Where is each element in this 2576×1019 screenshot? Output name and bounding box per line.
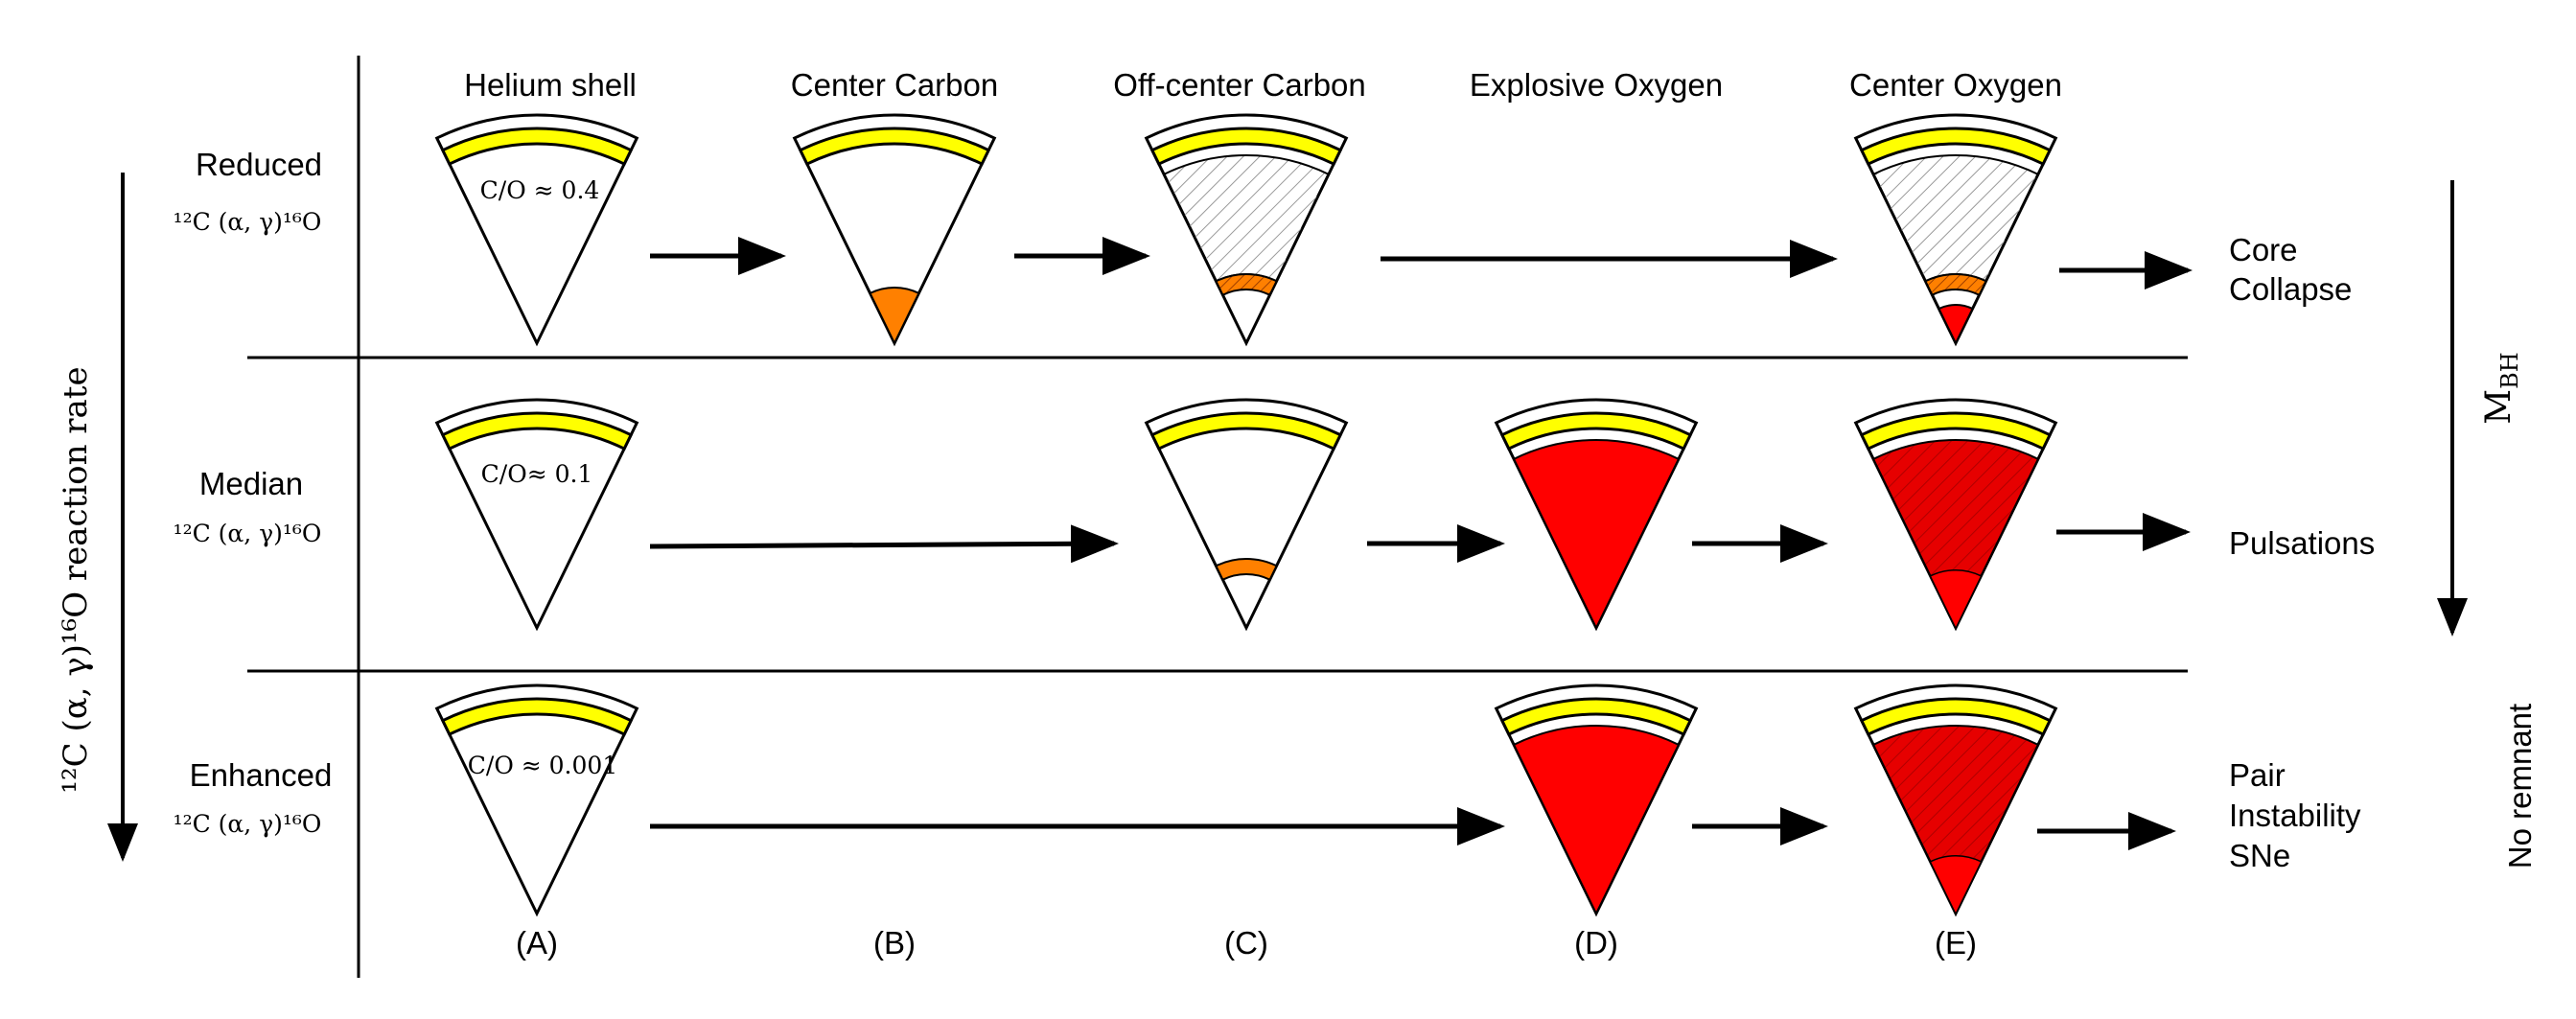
outcome-core-collapse-1: Core [2229, 232, 2298, 267]
ratio-median: C/O≈ 0.1 [481, 460, 593, 488]
outcome-pair: Pair [2229, 757, 2286, 793]
column-header-offcenter-carbon: Off-center Carbon [1113, 67, 1366, 103]
wedge-r2-c-carbon-shell [1215, 558, 1278, 582]
wedge-r3-e-oxygen-hatch [1871, 725, 2040, 864]
wedge-r2-e-oxygen-core [1930, 569, 1982, 630]
column-letter-d: (D) [1574, 925, 1618, 961]
wedge-r3-e-helium-band [1859, 697, 2053, 737]
ratio-reduced: C/O ≈ 0.4 [480, 176, 600, 204]
wedge-r2-d-helium-band [1499, 411, 1693, 452]
left-axis-label: ¹²C (α, γ)¹⁶O reaction rate [57, 366, 95, 793]
column-header-explosive-oxygen: Explosive Oxygen [1470, 67, 1723, 103]
wedge-r1-e-helium-band [1859, 127, 2053, 167]
right-axis-label-mbh: MBH [2479, 352, 2523, 424]
wedge-r3-a-cone [434, 683, 639, 917]
column-header-center-carbon: Center Carbon [791, 67, 998, 103]
row-reaction-reduced: ¹²C (α, γ)¹⁶O [174, 208, 322, 236]
row-label-enhanced: Enhanced [190, 757, 333, 793]
row-label-median: Median [199, 466, 303, 501]
row-reaction-enhanced: ¹²C (α, γ)¹⁶O [174, 810, 322, 838]
wedge-r2-e-helium-band [1859, 411, 2053, 452]
row-label-reduced: Reduced [196, 147, 322, 182]
wedge-r1-c-carbon-shell [1215, 273, 1278, 297]
column-header-center-oxygen: Center Oxygen [1849, 67, 2062, 103]
wedge-r1-b-helium-band [798, 127, 991, 167]
wedge-r2-c-helium-band [1149, 411, 1343, 452]
wedge-r1-e-oxygen-core [1938, 304, 1974, 346]
wedge-r2-e-oxygen-hatch [1871, 439, 2040, 578]
outcome-core-collapse-2: Collapse [2229, 271, 2352, 307]
column-letter-a: (A) [516, 925, 558, 961]
wedge-r3-d-helium-band [1499, 697, 1693, 737]
column-header-helium: Helium shell [464, 67, 637, 103]
wedge-r1-b-cone [792, 113, 997, 347]
wedge-r1-b-carbon-core [869, 287, 920, 346]
wedge-r1-a-cone [434, 113, 639, 347]
wedge-r2-a-helium-band [440, 411, 634, 452]
wedge-r2-c-cone [1144, 398, 1349, 632]
arrow-r2-a-c [649, 524, 1119, 564]
wedge-r1-e-carbon-shell [1924, 273, 1987, 297]
wedge-r2-a-cone [434, 398, 639, 632]
wedge-r1-c-helium-band [1149, 127, 1343, 167]
wedge-r3-a-helium-band [440, 697, 634, 737]
wedge-r1-a-helium-band [440, 127, 634, 167]
wedge-r1-e-oxygen-hatch [1871, 154, 2040, 283]
column-letter-e: (E) [1935, 925, 1977, 961]
wedge-r3-d-oxygen-explosive [1512, 725, 1681, 916]
outcome-pulsations: Pulsations [2229, 525, 2375, 561]
right-axis-label-no-remnant: No remnant [2502, 704, 2538, 868]
wedge-r1-c-oxygen-hatch [1162, 154, 1331, 283]
column-letter-c: (C) [1224, 925, 1268, 961]
wedge-r2-d-oxygen-explosive [1512, 439, 1681, 631]
column-letter-b: (B) [873, 925, 916, 961]
outcome-sne: SNe [2229, 838, 2290, 873]
outcome-instability: Instability [2229, 798, 2361, 833]
ratio-enhanced: C/O ≈ 0.001 [468, 752, 617, 779]
row-reaction-median: ¹²C (α, γ)¹⁶O [174, 520, 322, 547]
wedge-r3-e-oxygen-core [1930, 855, 1982, 915]
